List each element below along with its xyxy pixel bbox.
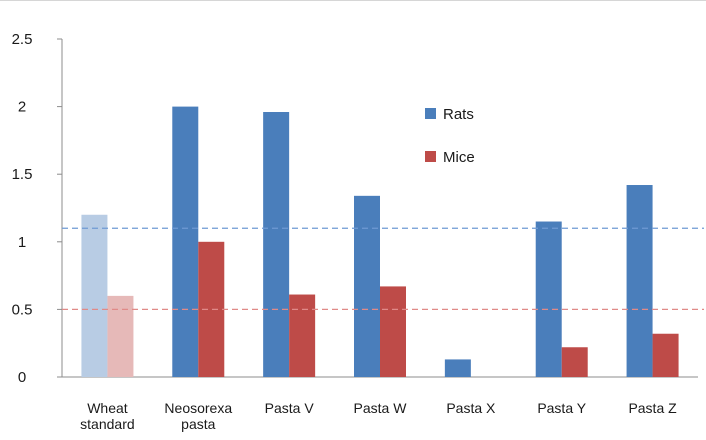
y-tick-label: 2.5 xyxy=(12,31,33,48)
category-label: Pasta Z xyxy=(628,400,677,416)
y-tick-label: 1 xyxy=(18,234,26,251)
legend-swatch-rats xyxy=(425,108,436,119)
bar-rats-2 xyxy=(263,112,290,378)
category-label: Pasta Y xyxy=(537,400,586,416)
y-tick-label: 0.5 xyxy=(12,301,33,318)
bar-mice-2 xyxy=(289,294,316,377)
legend: Rats Mice xyxy=(425,106,475,166)
category-label: Wheat xyxy=(87,400,128,416)
category-label: Neosorexa xyxy=(164,400,232,416)
y-tick-label: 2 xyxy=(18,99,26,116)
reference-lines xyxy=(62,227,704,311)
legend-label-mice: Mice xyxy=(443,149,475,166)
legend-swatch-mice xyxy=(425,151,436,162)
category-label: Pasta X xyxy=(446,400,496,416)
bar-rats-3 xyxy=(354,195,380,377)
category-label: pasta xyxy=(181,416,215,432)
bar-rats-1 xyxy=(172,106,199,377)
bar-mice-6 xyxy=(652,333,679,377)
y-axis-ticks: 0 0.5 1 1.5 2 2.5 xyxy=(12,31,62,386)
bar-rats-4 xyxy=(444,359,471,377)
bar-mice-0 xyxy=(107,295,134,377)
bar-mice-3 xyxy=(380,286,406,377)
category-label: standard xyxy=(80,416,134,432)
bar-rats-0 xyxy=(81,214,108,377)
bar-mice-5 xyxy=(561,347,588,377)
bar-rats-6 xyxy=(626,185,653,377)
legend-label-rats: Rats xyxy=(443,106,474,123)
category-label: Pasta W xyxy=(354,400,408,416)
category-label: Pasta V xyxy=(265,400,315,416)
y-tick-label: 0 xyxy=(18,369,26,386)
bar-rats-5 xyxy=(535,221,562,377)
bars xyxy=(81,106,679,378)
y-tick-label: 1.5 xyxy=(12,166,33,183)
